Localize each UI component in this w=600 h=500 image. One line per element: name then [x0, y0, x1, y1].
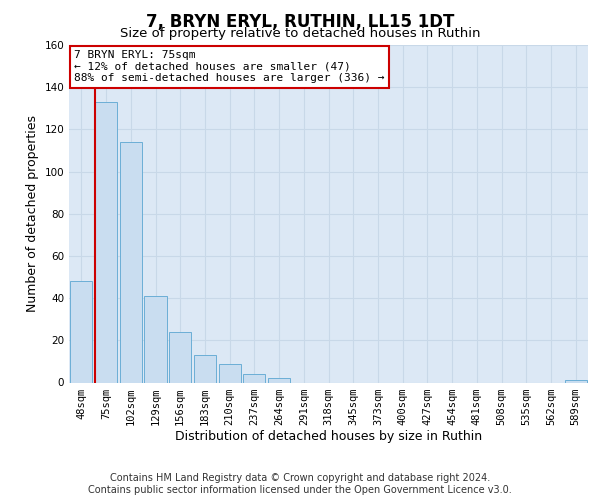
Bar — [145, 296, 167, 382]
Bar — [218, 364, 241, 382]
Bar — [95, 102, 117, 382]
Text: Size of property relative to detached houses in Ruthin: Size of property relative to detached ho… — [120, 28, 480, 40]
Bar — [70, 281, 92, 382]
Y-axis label: Number of detached properties: Number of detached properties — [26, 116, 39, 312]
Bar — [268, 378, 290, 382]
Bar — [169, 332, 191, 382]
Text: 7, BRYN ERYL, RUTHIN, LL15 1DT: 7, BRYN ERYL, RUTHIN, LL15 1DT — [146, 12, 454, 30]
Bar — [194, 355, 216, 382]
X-axis label: Distribution of detached houses by size in Ruthin: Distribution of detached houses by size … — [175, 430, 482, 444]
Bar — [565, 380, 587, 382]
Bar — [119, 142, 142, 382]
Bar — [243, 374, 265, 382]
Text: Contains HM Land Registry data © Crown copyright and database right 2024.
Contai: Contains HM Land Registry data © Crown c… — [88, 474, 512, 495]
Text: 7 BRYN ERYL: 75sqm
← 12% of detached houses are smaller (47)
88% of semi-detache: 7 BRYN ERYL: 75sqm ← 12% of detached hou… — [74, 50, 385, 84]
